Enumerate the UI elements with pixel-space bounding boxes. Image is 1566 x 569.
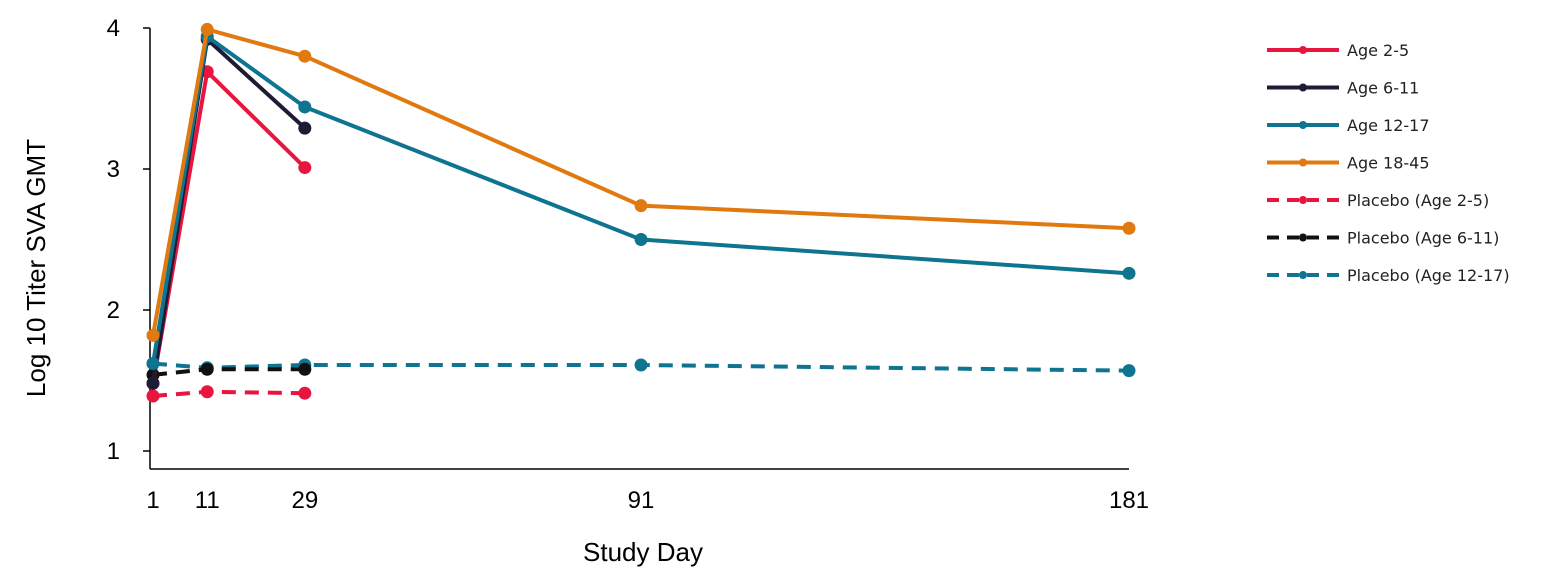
legend-item: Age 6-11 <box>1267 79 1419 98</box>
legend-label: Age 18-45 <box>1347 154 1430 173</box>
x-tick-label: 181 <box>1109 487 1149 514</box>
data-point <box>298 362 312 376</box>
legend-item: Age 2-5 <box>1267 41 1409 60</box>
legend-marker <box>1299 83 1307 92</box>
series-placebo-age-12-17 <box>146 357 1136 378</box>
legend-marker <box>1299 46 1307 54</box>
series-placebo-age-2-5 <box>146 385 312 403</box>
y-axis-title: Log 10 Titer SVA GMT <box>21 139 51 397</box>
legend-label: Placebo (Age 2-5) <box>1347 191 1489 210</box>
legend-label: Age 12-17 <box>1347 116 1430 135</box>
data-point <box>298 161 312 175</box>
data-point <box>634 358 648 372</box>
legend-item: Placebo (Age 6-11) <box>1267 229 1499 248</box>
x-tick-label: 29 <box>291 487 318 514</box>
data-point <box>298 100 312 114</box>
legend-item: Age 18-45 <box>1267 154 1430 173</box>
y-tick-label: 2 <box>107 297 120 324</box>
legend-marker <box>1299 196 1307 204</box>
x-tick-label: 1 <box>146 487 159 514</box>
data-point <box>1122 221 1136 235</box>
legend-marker <box>1299 158 1307 167</box>
legend-item: Age 12-17 <box>1267 116 1430 135</box>
data-point <box>634 233 648 246</box>
legend: Age 2-5 Age 6-11 Age 12-17 Age 18-45 Placebo… <box>1267 41 1510 285</box>
x-tick-label: 11 <box>195 487 220 514</box>
x-axis-title: Study Day <box>583 537 703 567</box>
x-tick-label: 91 <box>628 487 655 514</box>
series-age-18-45 <box>146 22 1136 342</box>
y-axis-ticks: 1 2 3 4 <box>107 15 150 465</box>
data-point <box>200 22 214 36</box>
series-line <box>152 361 1130 373</box>
series-line <box>152 389 305 399</box>
legend-item: Placebo (Age 12-17) <box>1267 266 1510 285</box>
data-point <box>1122 266 1136 280</box>
data-point <box>146 328 160 342</box>
y-tick-label: 1 <box>107 438 120 465</box>
data-point <box>1122 364 1136 378</box>
series-line <box>152 367 305 377</box>
data-point <box>146 376 160 390</box>
y-tick-label: 4 <box>107 15 120 42</box>
x-axis-ticks: 1 11 29 91 181 <box>146 487 1149 514</box>
legend-item: Placebo (Age 2-5) <box>1267 191 1489 210</box>
series-layer <box>146 22 1136 403</box>
data-point <box>146 357 160 371</box>
legend-label: Placebo (Age 6-11) <box>1347 229 1499 248</box>
series-line <box>151 27 1130 336</box>
data-point <box>146 389 160 403</box>
data-point <box>298 121 312 135</box>
data-point <box>200 385 214 399</box>
legend-marker <box>1299 233 1307 242</box>
legend-label: Age 2-5 <box>1347 41 1409 60</box>
legend-label: Age 6-11 <box>1347 79 1419 98</box>
data-point <box>298 49 312 63</box>
axes <box>149 28 1129 470</box>
y-tick-label: 3 <box>107 156 120 183</box>
data-point <box>634 199 648 213</box>
legend-label: Placebo (Age 12-17) <box>1347 266 1510 285</box>
data-point <box>298 386 312 400</box>
legend-marker <box>1299 271 1307 279</box>
legend-marker <box>1299 121 1307 129</box>
series-age-6-11 <box>146 32 312 390</box>
data-point <box>200 362 214 376</box>
